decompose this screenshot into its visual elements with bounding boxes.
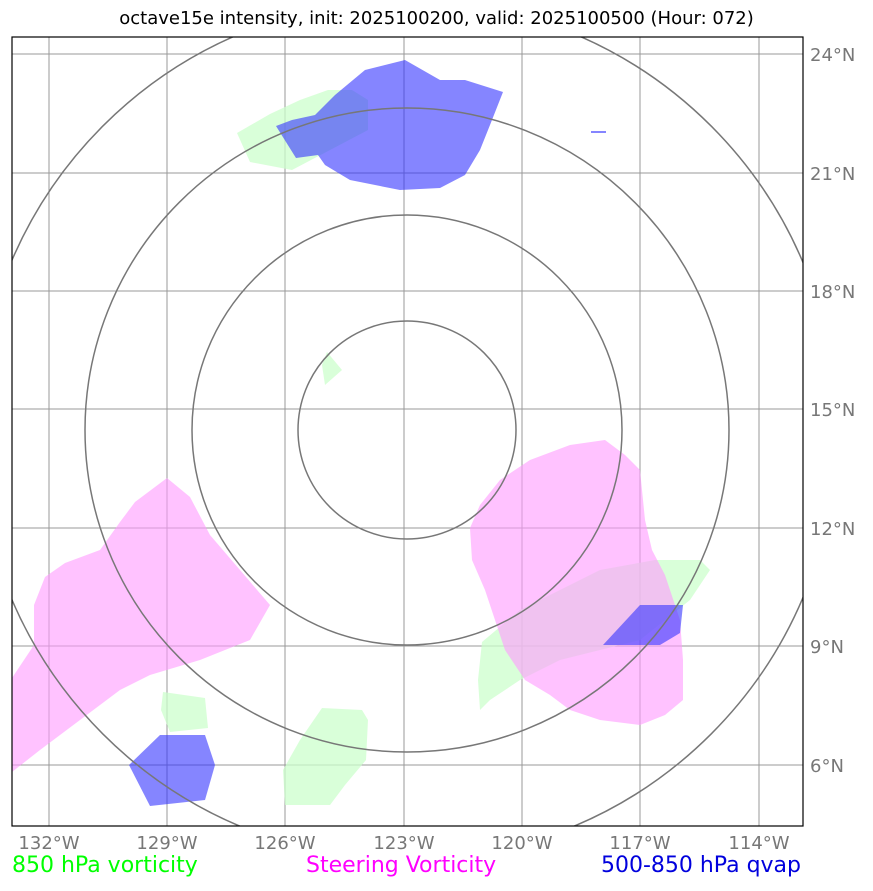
longitude-labels: 132°W 129°W 126°W 123°W 120°W 117°W 114°… xyxy=(18,833,789,854)
lon-label: 123°W xyxy=(373,833,434,854)
legend-850-vorticity: 850 hPa vorticity xyxy=(12,853,198,878)
range-ring-3 xyxy=(84,107,730,753)
steering-area-west xyxy=(12,478,270,772)
lat-label: 6°N xyxy=(810,756,844,777)
lon-label: 129°W xyxy=(136,833,197,854)
map-title: octave15e intensity, init: 2025100200, v… xyxy=(119,8,754,29)
steering-vorticity-areas xyxy=(12,440,683,772)
lat-label: 24°N xyxy=(810,45,855,66)
qvap-area-speck xyxy=(591,131,606,133)
qvap-area-southwest xyxy=(129,735,215,806)
vorticity-area-south xyxy=(283,708,368,805)
lat-label: 12°N xyxy=(810,519,855,540)
lat-label: 15°N xyxy=(810,400,855,421)
lat-label: 9°N xyxy=(810,637,844,658)
latitude-labels: 24°N 21°N 18°N 15°N 12°N 9°N 6°N xyxy=(810,45,855,777)
lon-label: 120°W xyxy=(491,833,552,854)
lon-label: 132°W xyxy=(18,833,79,854)
legend-qvap: 500-850 hPa qvap xyxy=(600,853,801,878)
range-rings xyxy=(12,37,803,826)
plot-frame xyxy=(11,36,804,827)
vorticity-area-center xyxy=(322,352,342,385)
vorticity-area-southwest xyxy=(161,692,208,732)
legend-steering-vorticity: Steering Vorticity xyxy=(306,853,497,878)
lat-label: 21°N xyxy=(810,164,855,185)
lon-label: 114°W xyxy=(728,833,789,854)
lon-label: 126°W xyxy=(254,833,315,854)
qvap-area-north xyxy=(276,60,503,190)
qvap-area-east xyxy=(603,605,683,645)
lat-label: 18°N xyxy=(810,282,855,303)
range-ring-1 xyxy=(297,320,517,540)
range-ring-2 xyxy=(191,214,623,646)
graticule xyxy=(12,37,803,826)
steering-area-east xyxy=(470,440,683,725)
lon-label: 117°W xyxy=(609,833,670,854)
qvap-areas xyxy=(129,60,683,806)
